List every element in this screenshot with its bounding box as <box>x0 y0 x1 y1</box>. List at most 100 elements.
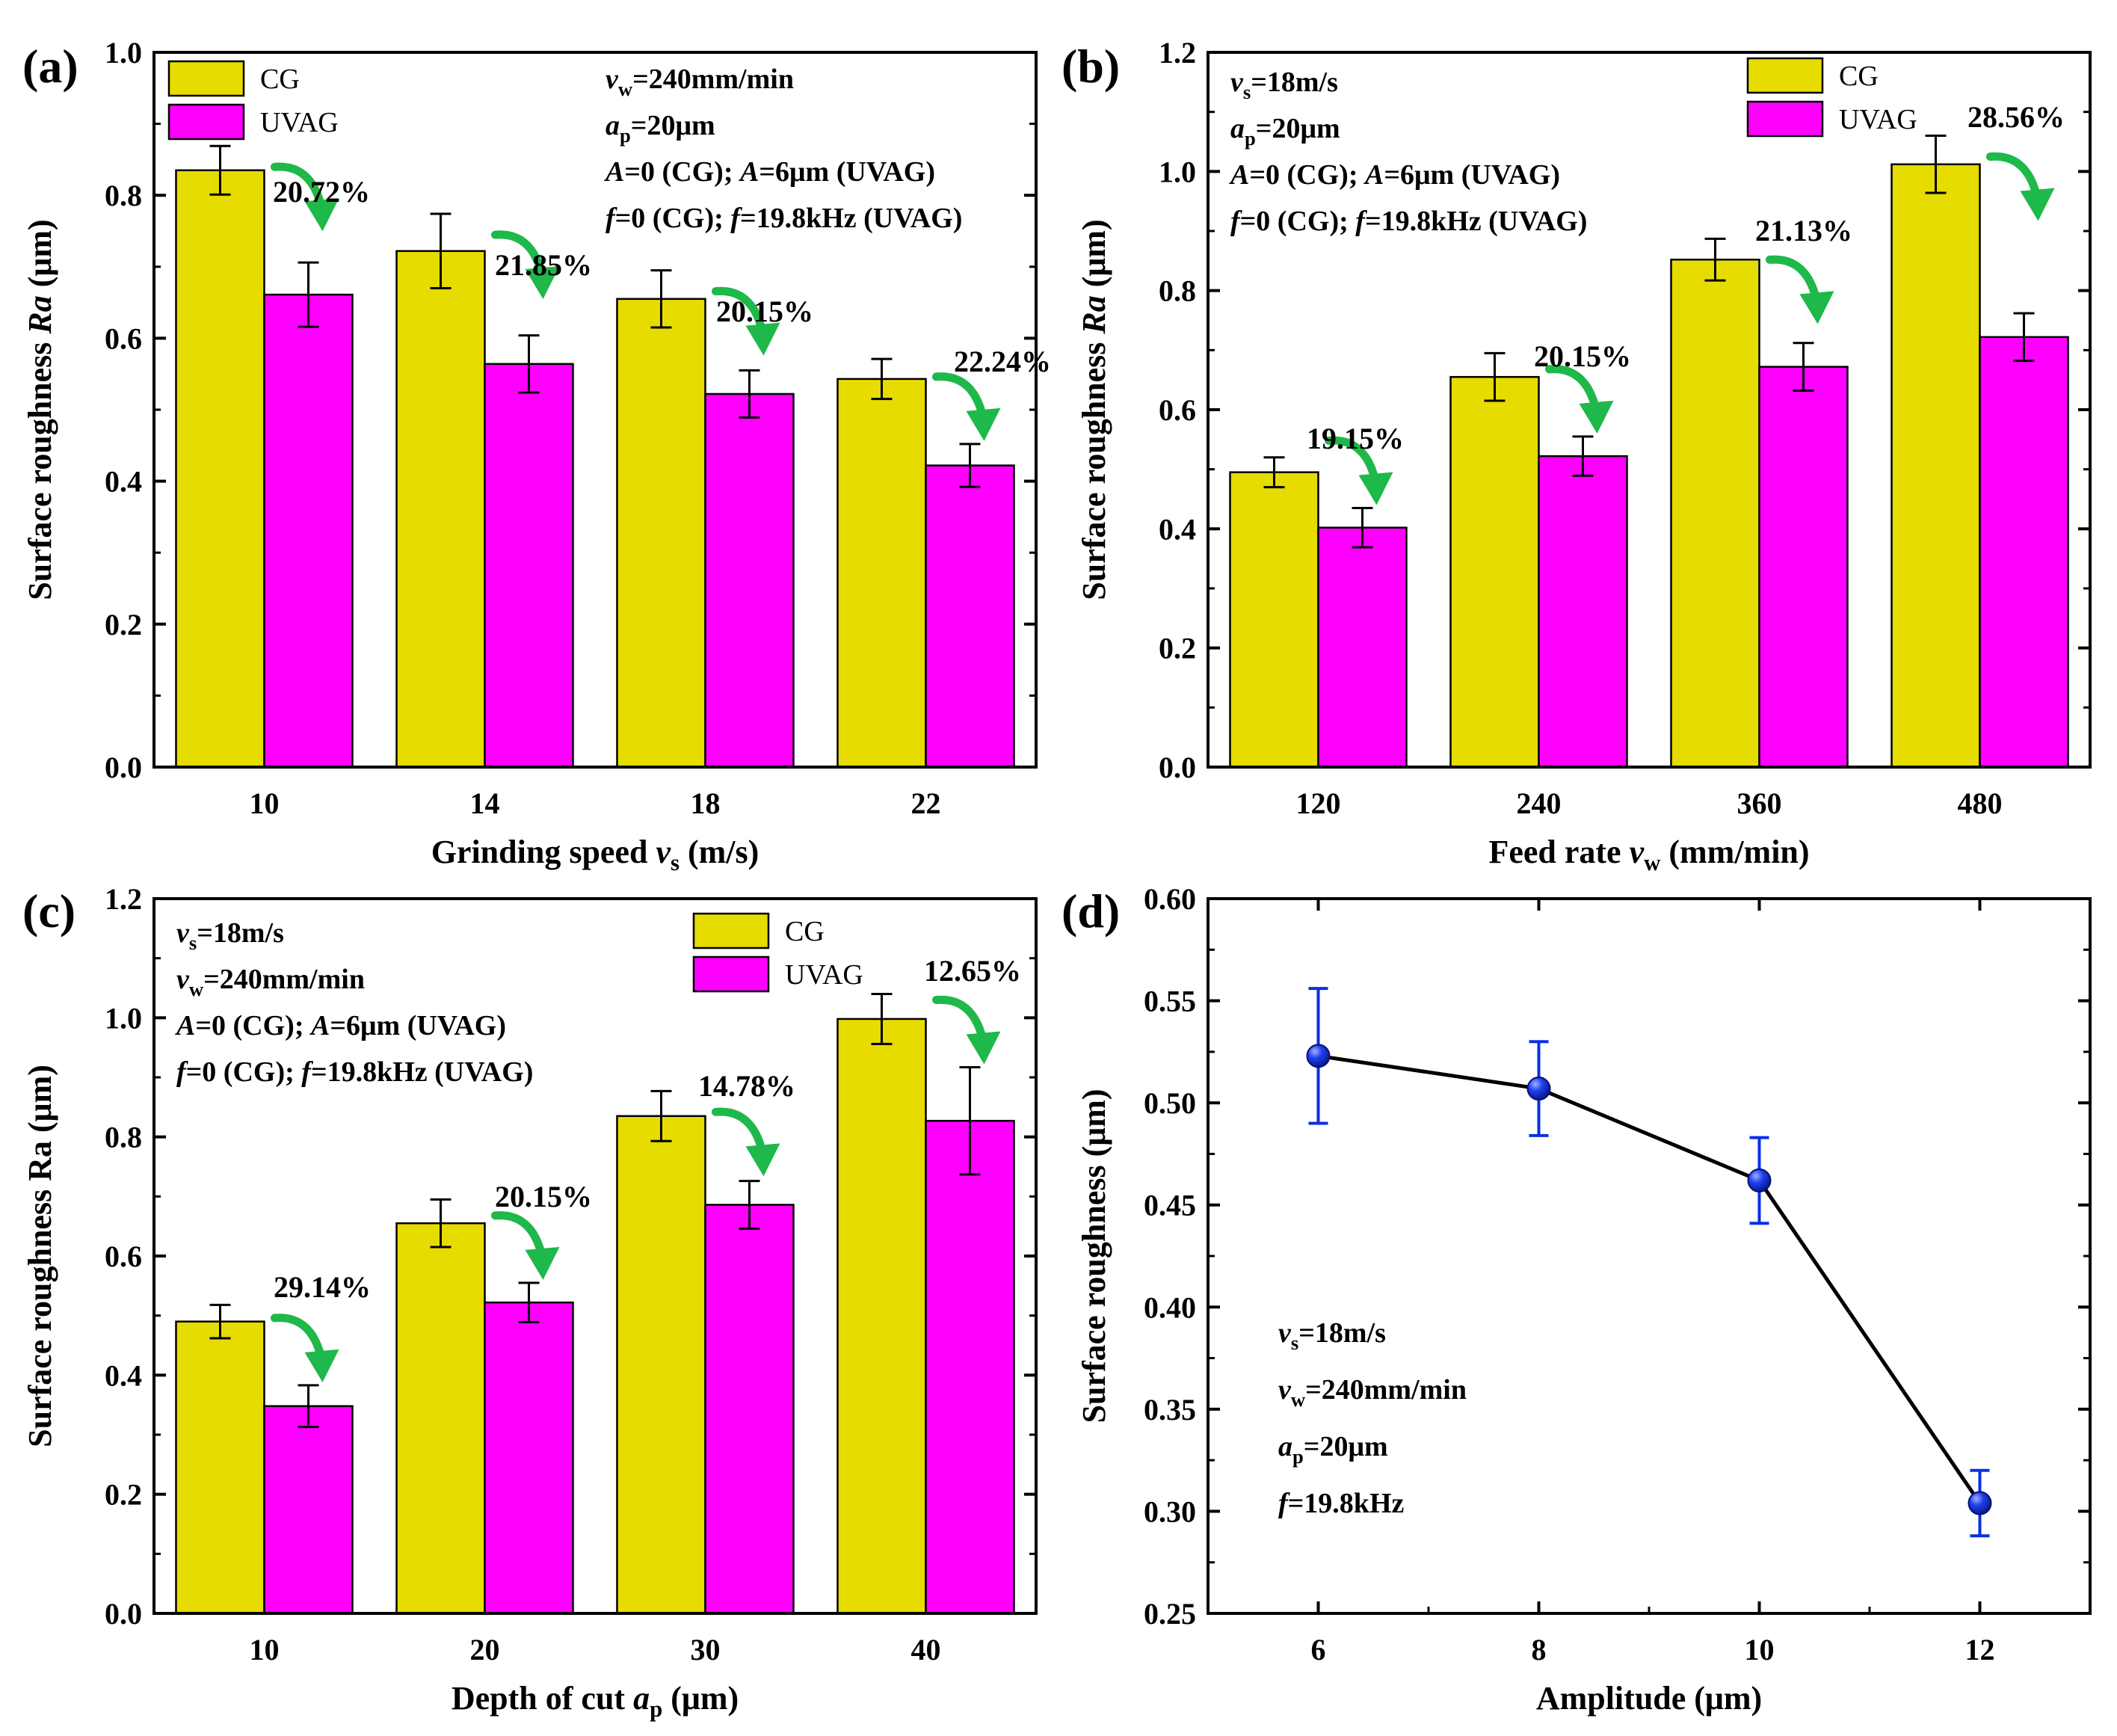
condition-line: vs=18m/s <box>1230 67 1338 103</box>
x-tick-label: 20 <box>470 1633 500 1666</box>
y-tick-label: 0.2 <box>105 1478 142 1512</box>
reduction-arrow-shaft <box>1325 436 1379 484</box>
condition-line: vw=240mm/min <box>605 64 794 100</box>
y-axis-label: Surface roughness Ra (μm) <box>1076 219 1112 600</box>
text-segment: =0 (CG); <box>1240 206 1356 237</box>
panel-b: (b) 0.0 0.2 0.4 0.6 0.8 1.0 1.2 120 19.15% 240 20.1… <box>1061 36 2092 875</box>
subscript: w <box>189 978 204 1000</box>
legend-label: CG <box>1839 61 1879 92</box>
italic-var: v <box>176 964 190 995</box>
text-segment: =0 (CG); <box>615 203 731 234</box>
bar-cg <box>616 1115 706 1615</box>
axis-label-pre: Surface roughness (μm) <box>1076 1089 1112 1423</box>
italic-var: a <box>1230 113 1245 144</box>
reduction-percent: 21.13% <box>1755 214 1852 247</box>
reduction-percent: 21.85% <box>495 248 592 282</box>
bar-uvag <box>484 363 574 769</box>
text-segment: =0 (CG); <box>195 1010 311 1041</box>
x-axis-label: Feed rate vw (mm/min) <box>1488 834 1809 875</box>
italic-var: A <box>1229 159 1249 191</box>
reduction-percent: 20.72% <box>273 175 370 209</box>
bar-uvag <box>925 464 1015 769</box>
x-axis-label: Grinding speed vs (m/s) <box>431 834 759 875</box>
axis-label-pre: Surface roughness <box>1076 334 1112 600</box>
reduction-percent: 19.15% <box>1307 422 1404 455</box>
bar-uvag <box>925 1119 1015 1615</box>
legend-swatch-cg <box>167 60 245 97</box>
bar-cg <box>1670 258 1760 769</box>
x-tick-label: 12 <box>1965 1633 1995 1666</box>
legend-label: CG <box>260 64 300 95</box>
bar-cg <box>1890 163 1981 769</box>
axis-label-pre: Surface roughness Ra (μm) <box>22 1065 58 1447</box>
reduction-arrow-shaft <box>1766 255 1820 303</box>
panel-label: (c) <box>22 884 76 938</box>
subscript: s <box>189 932 197 954</box>
condition-line: A=0 (CG); A=6μm (UVAG) <box>1229 159 1560 191</box>
legend-swatch-cg <box>692 912 770 949</box>
condition-line: ap=20μm <box>1278 1431 1388 1468</box>
axis-label-post: (μm) <box>22 219 58 295</box>
plot-frame <box>1207 897 2092 1615</box>
y-tick-label: 0.2 <box>1159 632 1196 665</box>
x-tick-label: 30 <box>691 1633 721 1666</box>
reduction-arrow-head <box>745 322 780 356</box>
bar-cg <box>395 250 486 769</box>
reduction-arrow-shaft <box>271 162 325 210</box>
x-tick-label: 8 <box>1532 1633 1547 1666</box>
bar-cg <box>616 298 706 769</box>
reduction-arrow-head <box>966 1031 1001 1065</box>
x-tick-label: 480 <box>1958 787 2003 820</box>
reduction-arrow-head <box>525 1246 560 1280</box>
axis-label-var: a <box>633 1680 650 1717</box>
y-tick-label: 0.8 <box>105 1121 142 1154</box>
data-point <box>1526 1077 1551 1101</box>
x-axis-label: Depth of cut ap (μm) <box>452 1680 739 1722</box>
condition-line: A=0 (CG); A=6μm (UVAG) <box>175 1010 506 1041</box>
axis-label-sub: p <box>650 1696 662 1722</box>
reduction-arrow-shaft <box>712 286 766 335</box>
italic-var: v <box>1230 67 1244 98</box>
reduction-arrow-head <box>1358 472 1393 505</box>
italic-var: v <box>605 64 619 95</box>
legend-label: CG <box>785 916 825 947</box>
text-segment: =18m/s <box>1251 67 1338 98</box>
text-segment: =0 (CG); <box>186 1056 302 1088</box>
text-segment: =19.8kHz (UVAG) <box>1365 206 1588 237</box>
italic-var: A <box>739 156 759 188</box>
y-tick-label: 0.55 <box>1144 985 1196 1018</box>
bar-uvag <box>263 1405 354 1615</box>
reduction-percent: 14.78% <box>698 1069 795 1103</box>
subscript: p <box>1292 1445 1304 1468</box>
bar-cg <box>836 378 927 769</box>
y-tick-label: 0.8 <box>1159 274 1196 308</box>
y-tick-label: 0.8 <box>105 179 142 212</box>
subscript: s <box>1291 1332 1298 1354</box>
condition-line: f=0 (CG); f=19.8kHz (UVAG) <box>1230 206 1587 237</box>
x-tick-label: 10 <box>250 1633 280 1666</box>
series-line <box>1318 1053 1982 1504</box>
text-segment: =20μm <box>1256 113 1340 144</box>
plot-frame <box>152 897 1038 1615</box>
italic-var: f <box>730 203 742 234</box>
text-segment: =240mm/min <box>1305 1374 1467 1406</box>
x-tick-label: 240 <box>1517 787 1562 820</box>
reduction-arrow-shaft <box>271 1314 325 1361</box>
text-segment: =19.8kHz <box>1288 1488 1405 1519</box>
reduction-percent: 20.15% <box>716 295 813 328</box>
reduction-arrow-shaft <box>932 995 987 1043</box>
x-axis-label: Amplitude (μm) <box>1536 1680 1762 1717</box>
bar-uvag <box>484 1301 574 1615</box>
bar-cg <box>175 169 265 769</box>
axis-label-pre: Surface roughness <box>22 334 58 600</box>
x-tick-label: 14 <box>470 787 500 820</box>
x-tick-label: 40 <box>911 1633 941 1666</box>
bar-uvag <box>1979 336 2069 769</box>
reduction-arrow-head <box>966 407 1001 441</box>
italic-var: A <box>1363 159 1384 191</box>
axis-label-post: (μm) <box>1076 219 1112 295</box>
text-segment: =18m/s <box>197 917 284 949</box>
x-tick-label: 22 <box>911 787 941 820</box>
axis-label-post: (mm/min) <box>1660 834 1809 870</box>
